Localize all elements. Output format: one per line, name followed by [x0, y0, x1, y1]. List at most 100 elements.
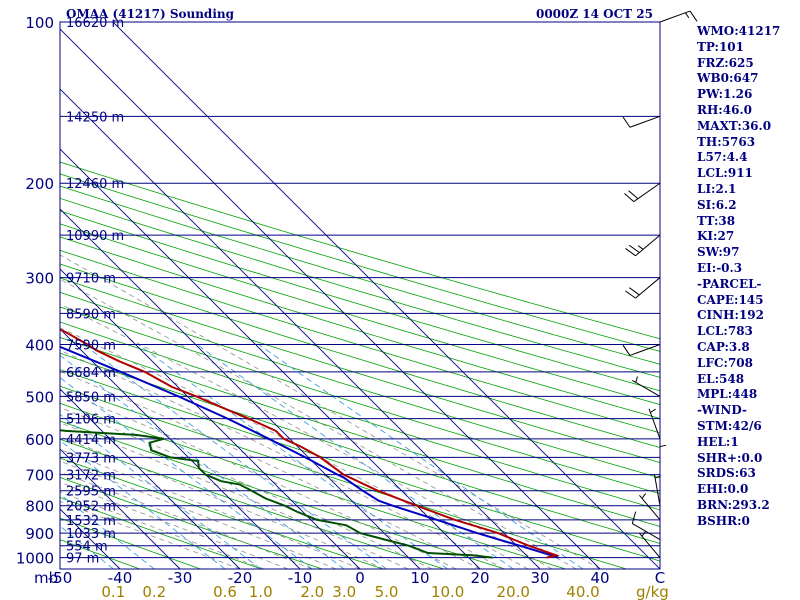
- moist-adiabat: [60, 303, 553, 569]
- parcel-line: [60, 345, 559, 559]
- height-label: 14250 m: [66, 110, 124, 125]
- pressure-label: 200: [25, 175, 54, 193]
- pressure-label: 600: [25, 431, 54, 449]
- pressure-label: 1000: [16, 550, 54, 568]
- mixing-ratio-label: 20.0: [497, 583, 530, 600]
- height-label: 8590 m: [66, 307, 116, 322]
- index-line: CAPE:145: [697, 292, 764, 307]
- temperature-tick: C: [655, 569, 665, 587]
- index-line: EL:548: [697, 371, 745, 386]
- index-line: RH:46.0: [697, 102, 752, 117]
- dry-adiabat: [60, 291, 660, 479]
- pressure-label: 400: [25, 336, 54, 354]
- wind-barb: [648, 408, 661, 439]
- barb-staff: [635, 277, 661, 299]
- height-label: 97 m: [66, 552, 99, 567]
- wind-barbs: [622, 10, 698, 558]
- wind-barb: [659, 10, 698, 23]
- temperature-tick: 20: [470, 569, 489, 587]
- barb-staff: [629, 344, 661, 356]
- height-label: 6684 m: [66, 366, 116, 381]
- dry-adiabat: [60, 185, 660, 365]
- barb-half-flag: [684, 12, 690, 19]
- temperature-tick: -50: [48, 569, 73, 587]
- temperature-tick: -40: [108, 569, 133, 587]
- barb-staff: [639, 532, 661, 558]
- barb-flag: [631, 511, 637, 524]
- index-line: STM:42/6: [697, 418, 762, 433]
- index-line: SHR+:0.0: [697, 450, 763, 465]
- barb-staff: [629, 115, 661, 128]
- barb-staff: [653, 474, 661, 506]
- wind-barb: [631, 511, 661, 540]
- mixing-ratio-label: 0.2: [142, 583, 166, 600]
- height-label: 1532 m: [66, 514, 116, 529]
- dry-adiabat: [60, 223, 660, 405]
- temperature-tick: -30: [168, 569, 193, 587]
- index-line: CINH:192: [697, 308, 764, 323]
- barb-flag: [628, 190, 639, 200]
- wind-barb: [622, 115, 661, 128]
- index-line: WMO:41217: [697, 24, 781, 38]
- pressure-label: 500: [25, 388, 54, 406]
- moist-adiabat: [60, 422, 409, 569]
- index-line: MPL:448: [697, 387, 758, 402]
- height-label: 2052 m: [66, 500, 116, 515]
- temperature-tick: -20: [228, 569, 253, 587]
- isobars: [60, 21, 660, 559]
- temperature-tick: 40: [590, 569, 609, 587]
- barb-half-flag: [641, 530, 647, 537]
- moist-adiabat: [60, 481, 289, 569]
- sounding-profiles: [60, 328, 560, 559]
- moist-adiabat: [60, 471, 313, 569]
- dry-adiabat: [60, 336, 660, 527]
- barb-staff: [659, 10, 691, 23]
- index-line: SW:97: [697, 245, 740, 260]
- barb-staff: [635, 234, 661, 257]
- height-label: 9710 m: [66, 272, 116, 287]
- mixing-ratio-line: [60, 493, 155, 569]
- index-line: WB0:647: [697, 71, 759, 86]
- wind-barb: [632, 376, 661, 397]
- wind-barb: [659, 442, 667, 475]
- index-line: BRN:293.2: [697, 497, 770, 512]
- height-label: 5850 m: [66, 390, 116, 405]
- station-title: OMAA (41217) Sounding: [66, 7, 235, 21]
- dry-adiabat: [60, 402, 566, 569]
- index-line: LCL:911: [697, 166, 753, 181]
- mixing-ratio-label: 5.0: [375, 583, 399, 600]
- height-label: 5106 m: [66, 413, 116, 428]
- index-line: LCL:783: [697, 324, 753, 339]
- dry-adiabat: [60, 496, 262, 569]
- height-label: 2595 m: [66, 485, 116, 500]
- mixing-ratio-line: [258, 344, 584, 569]
- dry-adiabat: [60, 438, 445, 569]
- height-label: 1033 m: [66, 527, 116, 542]
- moist-adiabat: [60, 349, 505, 569]
- height-label: 7590 m: [66, 338, 116, 353]
- wind-barb: [625, 234, 661, 257]
- index-line: -WIND-: [697, 403, 747, 418]
- dry-adiabat: [60, 420, 505, 569]
- mixing-ratio-line: [60, 413, 261, 569]
- barb-half-flag: [659, 444, 667, 448]
- barb-flag: [629, 244, 640, 253]
- dry-adiabat: [60, 277, 660, 464]
- index-line: KI:27: [697, 229, 735, 244]
- height-label: 3773 m: [66, 451, 116, 466]
- mixing-ratio-label: 10.0: [431, 583, 464, 600]
- index-line: HEL:1: [697, 434, 739, 449]
- mixing-ratio-line: [60, 377, 313, 569]
- barb-half-flag: [641, 493, 647, 499]
- wind-barb: [639, 493, 661, 521]
- background-lines: [60, 22, 660, 569]
- index-line: LI:2.1: [697, 181, 737, 196]
- dewpoint-line: [60, 429, 493, 559]
- dry-adiabat: [60, 249, 660, 434]
- height-label: 16620 m: [66, 16, 124, 31]
- mixing-ratio-label: 3.0: [332, 583, 356, 600]
- barb-staff: [632, 379, 661, 397]
- isotherm: [60, 328, 301, 569]
- dry-adiabat: [60, 263, 660, 448]
